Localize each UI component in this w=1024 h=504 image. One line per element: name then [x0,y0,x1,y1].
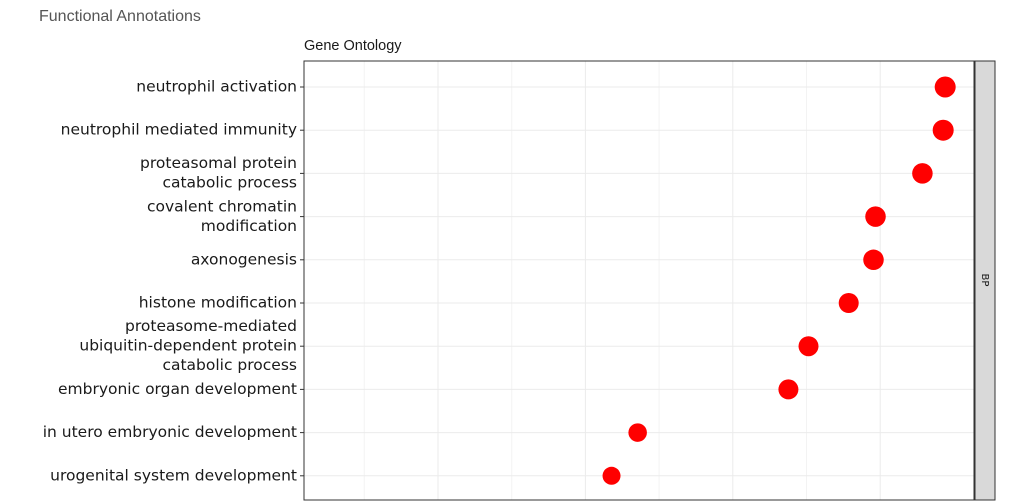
y-tick-label: modification [201,217,297,235]
y-tick-label: neutrophil mediated immunity [61,121,297,139]
y-tick-label: axonogenesis [191,250,297,268]
y-tick-label: in utero embryonic development [43,423,297,441]
facet-label: BP [979,274,990,287]
data-point [934,76,956,98]
data-point [912,163,933,184]
y-tick-label: ubiquitin-dependent protein [79,337,297,355]
data-point [838,293,859,313]
data-point [602,466,621,485]
plot-border [303,60,975,501]
y-tick-label: histone modification [139,294,297,312]
y-tick-label: proteasomal protein [140,154,297,172]
section-title: Functional Annotations [39,8,201,25]
facet-strip [974,60,996,501]
grid-lines [304,61,974,500]
y-tick-label: catabolic process [162,174,297,192]
data-point [628,423,647,442]
chart-title: Gene Ontology [304,38,402,54]
data-point [865,206,886,227]
y-tick-label: covalent chromatin [147,197,297,215]
data-point [798,336,819,357]
data-point [932,119,954,141]
y-tick-label: urogenital system development [50,466,297,484]
data-point [778,379,799,400]
y-axis: neutrophil activation neutrophil mediated… [43,78,304,484]
data-point [863,249,884,271]
y-tick-label: catabolic process [162,356,297,374]
y-tick-label: neutrophil activation [136,78,297,96]
y-tick-label: embryonic organ development [58,380,297,398]
data-points [602,76,956,485]
y-tick-label: proteasome-mediated [125,317,297,335]
